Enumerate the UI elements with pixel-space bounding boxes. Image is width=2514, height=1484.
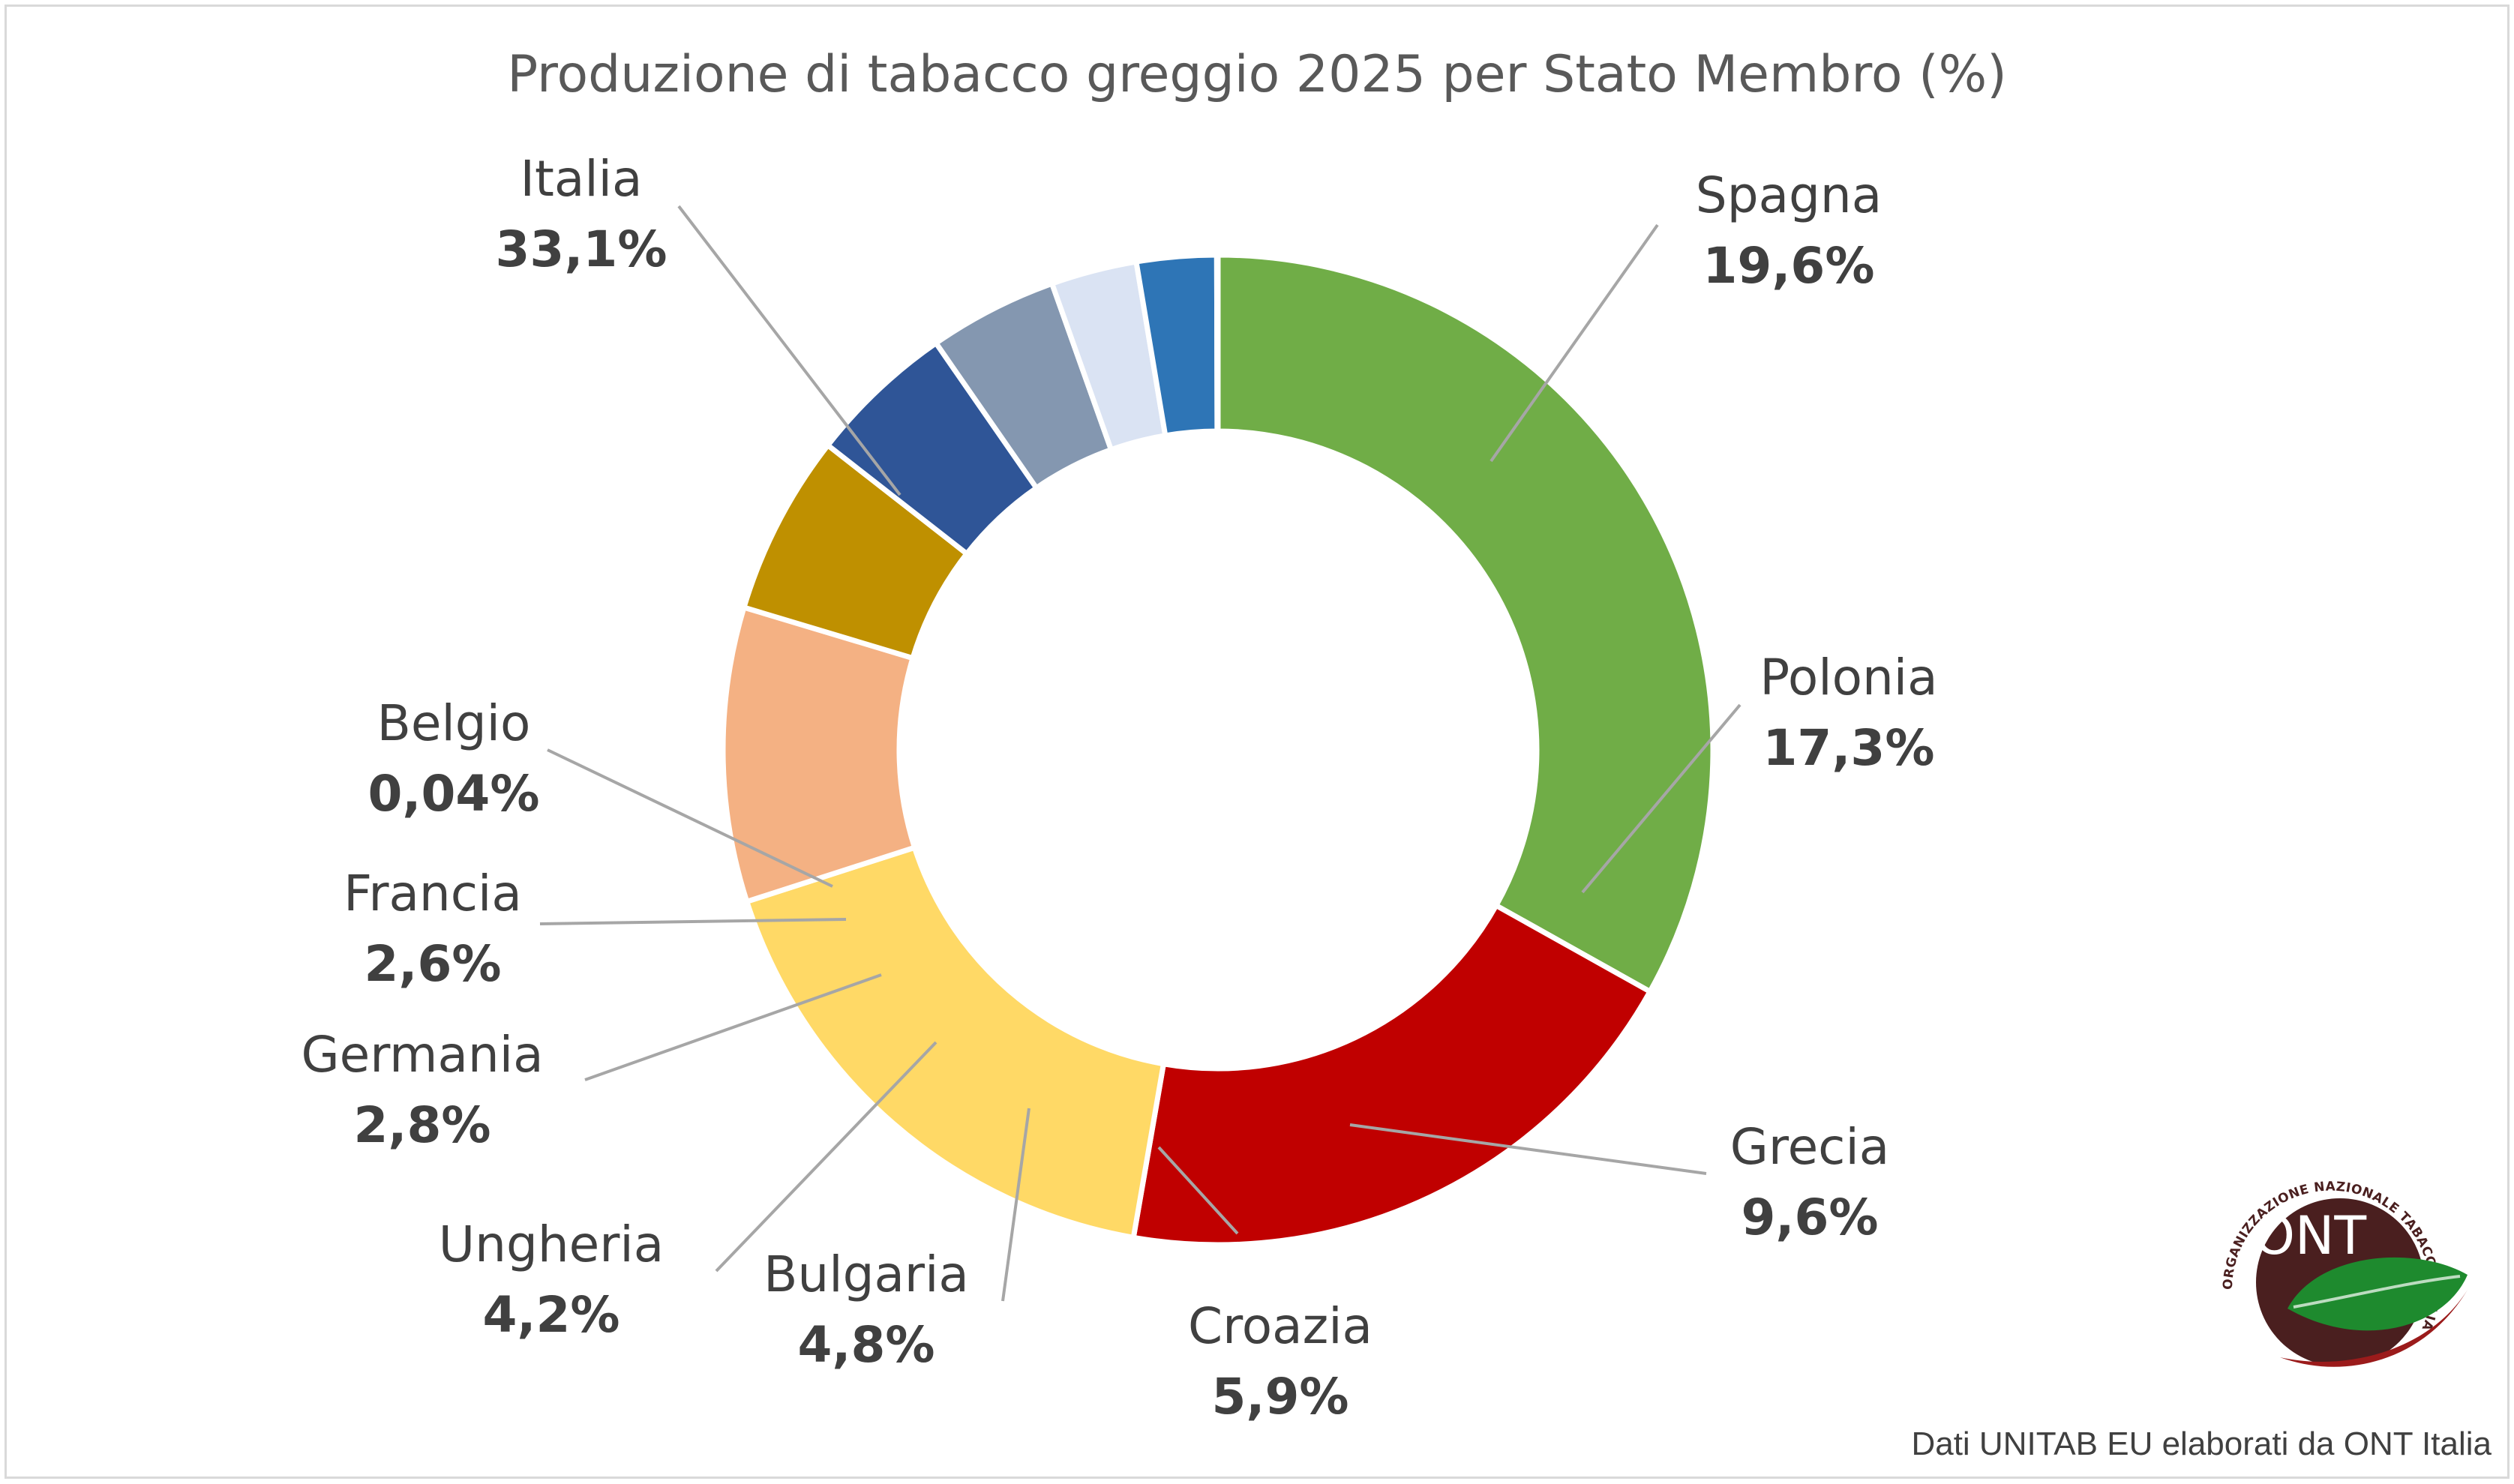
slice-italia xyxy=(1215,252,1716,994)
label-name: Bulgaria xyxy=(764,1246,969,1303)
donut-slices xyxy=(720,252,1716,1248)
label-name: Francia xyxy=(344,865,522,922)
leader-lines xyxy=(539,205,1742,1302)
label-italia: Italia 33,1% xyxy=(496,144,668,284)
label-name: Italia xyxy=(520,150,643,208)
label-value: 19,6% xyxy=(1702,236,1875,295)
label-spagna: Spagna 19,6% xyxy=(1696,160,1882,301)
label-polonia: Polonia 17,3% xyxy=(1760,643,1937,783)
label-value: 5,9% xyxy=(1211,1367,1349,1426)
leaf-icon xyxy=(2288,1257,2468,1331)
label-francia: Francia 2,6% xyxy=(344,859,522,999)
leader-line-bulgaria xyxy=(1001,1108,1030,1302)
label-croazia: Croazia 5,9% xyxy=(1188,1291,1372,1432)
ont-logo: ORGANIZZAZIONE NAZIONALE TABACCO ITALIA … xyxy=(2198,1155,2468,1367)
logo-text: ONT xyxy=(2254,1205,2366,1267)
label-value: 0,04% xyxy=(368,764,540,823)
leader-line-croazia xyxy=(1157,1146,1239,1235)
source-note: Dati UNITAB EU elaborati da ONT Italia xyxy=(1911,1426,2492,1462)
leader-line-belgio xyxy=(547,748,833,888)
label-bulgaria: Bulgaria 4,8% xyxy=(764,1240,969,1380)
leader-line-germania xyxy=(584,973,882,1081)
label-name: Polonia xyxy=(1760,649,1938,706)
leader-line-ungheria xyxy=(715,1041,938,1273)
slice-spagna xyxy=(1130,903,1653,1248)
label-germania: Germania 2,8% xyxy=(301,1020,543,1160)
label-name: Ungheria xyxy=(438,1216,664,1273)
label-value: 2,6% xyxy=(364,934,502,993)
label-name: Belgio xyxy=(376,694,531,752)
leader-line-polonia xyxy=(1581,703,1742,894)
label-name: Germania xyxy=(301,1026,544,1084)
chart-title: Produzione di tabacco greggio 2025 per S… xyxy=(507,45,2007,104)
label-value: 33,1% xyxy=(495,220,668,278)
leader-line-italia xyxy=(677,205,902,496)
label-ungheria: Ungheria 4,2% xyxy=(439,1210,664,1350)
label-name: Croazia xyxy=(1187,1297,1373,1355)
leaf-vein-icon xyxy=(2293,1275,2461,1309)
label-value: 4,8% xyxy=(797,1315,935,1374)
label-value: 2,8% xyxy=(353,1096,491,1154)
slice-belgio xyxy=(1214,252,1221,434)
leader-line-francia xyxy=(539,918,847,925)
leader-line-grecia xyxy=(1349,1123,1707,1175)
label-value: 17,3% xyxy=(1762,718,1935,777)
label-belgio: Belgio 0,04% xyxy=(368,688,540,829)
label-value: 9,6% xyxy=(1741,1188,1879,1246)
label-grecia: Grecia 9,6% xyxy=(1730,1112,1890,1252)
label-name: Grecia xyxy=(1730,1118,1890,1176)
leader-line-spagna xyxy=(1490,223,1659,463)
label-name: Spagna xyxy=(1695,166,1882,224)
label-value: 4,2% xyxy=(482,1285,620,1344)
slice-polonia xyxy=(744,844,1166,1240)
